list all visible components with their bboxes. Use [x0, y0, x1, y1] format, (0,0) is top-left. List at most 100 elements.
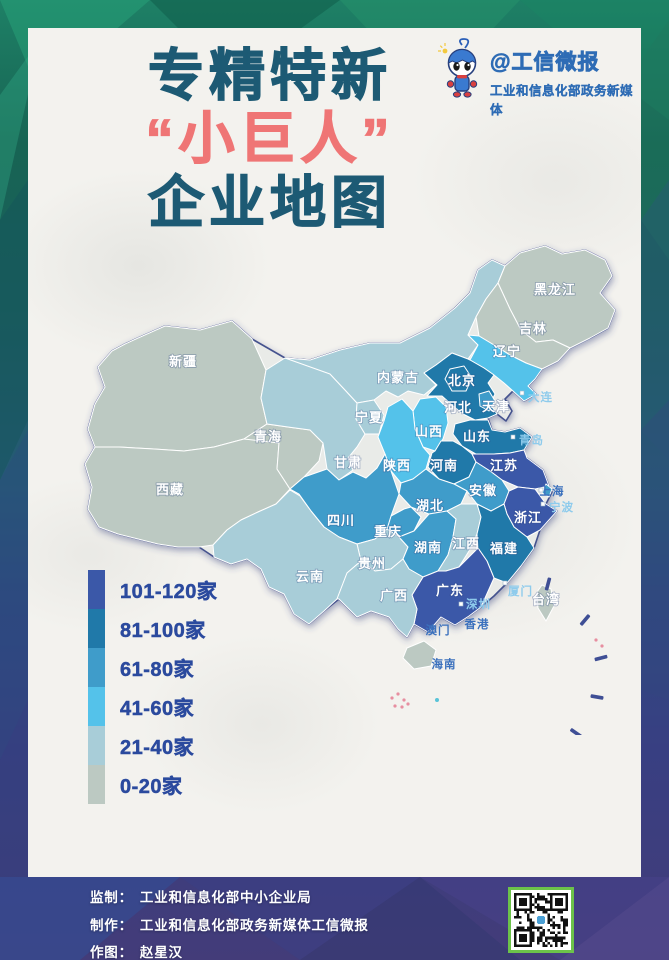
island-dot: [396, 692, 400, 696]
island-dot: [406, 702, 410, 706]
credit-label: 监制：: [90, 890, 133, 905]
province-label: 陕西: [383, 458, 411, 473]
province-label: 北京: [448, 373, 476, 388]
province-label: 贵州: [358, 556, 386, 571]
province-label: 吉林: [519, 321, 547, 336]
qr-pattern: [514, 893, 568, 947]
credit-row: 制作： 工业和信息化部政务新媒体工信微报: [90, 914, 369, 934]
province-region: [212, 489, 362, 625]
nine-dash-segment: [579, 614, 591, 626]
province-region: [541, 483, 553, 498]
province-label: 福建: [489, 541, 518, 556]
province-label: 天津: [482, 399, 510, 414]
city-marker: [502, 580, 508, 586]
city-label: 青岛: [519, 433, 544, 447]
legend-swatch: [88, 570, 105, 609]
province-label: 甘肃: [334, 455, 362, 470]
province-label: 西藏: [156, 482, 184, 497]
province-label: 云南: [296, 569, 324, 584]
province-label: 内蒙古: [377, 370, 419, 385]
legend-labels: 101-120家 81-100家 61-80家 41-60家 21-40家 0-20家: [120, 570, 217, 804]
credit-value: 工业和信息化部政务新媒体工信微报: [139, 917, 369, 933]
credits: 监制： 工业和信息化部中小企业局 制作： 工业和信息化部政务新媒体工信微报 作图： 赵星汉: [90, 886, 369, 960]
province-region: [336, 558, 424, 638]
province-label: 山西: [415, 424, 443, 439]
island-dot: [402, 698, 406, 702]
province-label: 黑龙江: [534, 282, 576, 297]
province-region: [536, 584, 555, 622]
province-label: 河北: [444, 400, 472, 415]
title-line-1: 专精特新: [147, 43, 392, 107]
island-dot: [400, 705, 404, 709]
island-dot: [393, 704, 397, 708]
brand-handle: @工信微报: [490, 51, 600, 75]
legend-label: 81-100家: [120, 620, 206, 643]
nine-dash-segment: [544, 577, 552, 591]
city-label: 香港: [464, 617, 490, 631]
credit-label: 制作：: [90, 917, 133, 933]
province-label: 广东: [436, 583, 464, 598]
province-region: [478, 390, 496, 412]
paper-panel: 专精特新 “小巨人” 企业地图: [28, 28, 641, 877]
legend-color-bar: [88, 570, 105, 804]
credit-row: 监制： 工业和信息化部中小企业局: [90, 886, 369, 906]
mascot-icon: [438, 38, 478, 98]
legend-label: 61-80家: [120, 659, 195, 682]
brand-subtitle: 工业和信息化部政务新媒体: [490, 84, 634, 117]
province-label: 湖北: [416, 498, 444, 513]
island-dot: [390, 696, 394, 700]
city-label: 宁波: [549, 500, 574, 514]
legend-swatch: [88, 687, 105, 726]
credit-value: 工业和信息化部中小企业局: [139, 890, 312, 905]
city-label: 深圳: [466, 597, 491, 611]
province-label: 辽宁: [493, 344, 521, 359]
province-label: 新疆: [169, 354, 197, 369]
province-label: 青海: [254, 429, 282, 444]
province-region: [402, 640, 437, 670]
city-marker: [519, 390, 525, 396]
city-label: 厦门: [508, 584, 533, 598]
legend-swatch: [88, 726, 105, 765]
legend-swatch: [88, 609, 105, 648]
legend: 101-120家 81-100家 61-80家 41-60家 21-40家 0-20家: [88, 570, 217, 804]
island-dot: [594, 638, 598, 642]
province-label: 安徽: [469, 483, 497, 498]
nine-dash-segment: [594, 654, 608, 662]
title-line-2: “小巨人”: [145, 107, 395, 171]
city-marker: [458, 601, 464, 607]
province-label: 浙江: [514, 510, 542, 525]
credit-row: 作图： 赵星汉: [90, 941, 369, 960]
island-dot: [600, 644, 604, 648]
city-marker: [510, 434, 516, 440]
province-region: [87, 320, 268, 452]
province-region: [355, 399, 385, 435]
credit-value: 赵星汉: [139, 945, 183, 960]
credit-label: 作图：: [90, 945, 133, 960]
province-label: 江西: [452, 536, 480, 551]
province-region: [476, 503, 535, 584]
city-label: 海南: [432, 657, 457, 671]
legend-swatch: [88, 765, 105, 804]
city-marker: [540, 501, 546, 507]
city-label: 上海: [540, 484, 565, 498]
brand-text: @工信微报 工业和信息化部政务新媒体: [490, 46, 641, 118]
province-label: 广西: [380, 588, 408, 603]
title-line-3: 企业地图: [147, 170, 392, 234]
legend-swatch: [88, 648, 105, 687]
legend-label: 21-40家: [120, 737, 195, 760]
island-dot: [435, 698, 439, 702]
province-label: 河南: [430, 458, 458, 473]
legend-label: 0-20家: [120, 776, 183, 799]
city-label: 澳门: [426, 623, 451, 637]
province-label: 台湾: [532, 592, 560, 607]
qr-code: [508, 887, 574, 953]
legend-label: 101-120家: [120, 581, 218, 604]
province-label: 宁夏: [355, 410, 383, 425]
nine-dash-segment: [590, 694, 604, 700]
province-label: 四川: [327, 513, 355, 528]
poster-title: 专精特新 “小巨人” 企业地图: [70, 43, 470, 234]
city-marker: [538, 487, 544, 493]
legend-label: 41-60家: [120, 698, 195, 721]
province-region: [398, 468, 468, 515]
